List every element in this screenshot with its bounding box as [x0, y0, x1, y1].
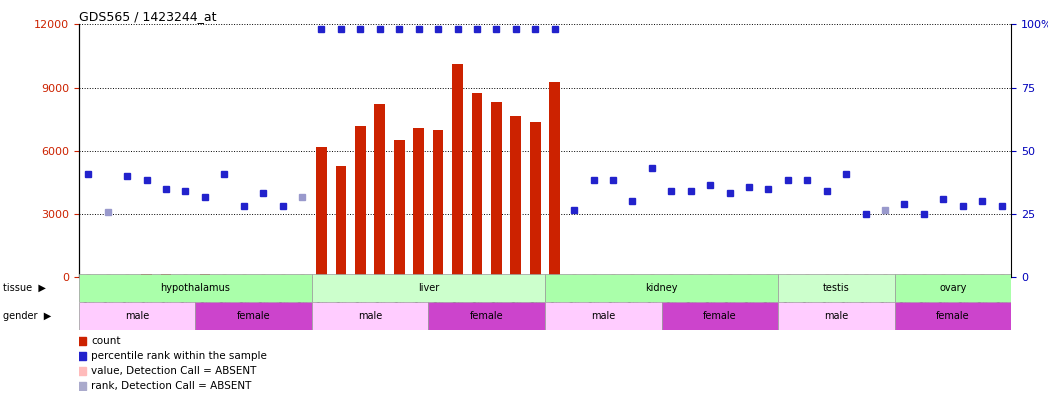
Text: hypothalamus: hypothalamus	[160, 283, 231, 293]
Bar	[549, 82, 560, 277]
Text: ovary: ovary	[939, 283, 966, 293]
Text: percentile rank within the sample: percentile rank within the sample	[91, 351, 267, 361]
Bar	[199, 274, 211, 277]
Bar	[413, 128, 424, 277]
Bar	[545, 302, 661, 330]
Text: count: count	[91, 336, 121, 346]
Text: tissue  ▶: tissue ▶	[3, 283, 46, 293]
Text: rank, Detection Call = ABSENT: rank, Detection Call = ABSENT	[91, 381, 252, 391]
Bar	[661, 302, 778, 330]
Bar	[433, 130, 443, 277]
Bar	[895, 302, 1011, 330]
Bar	[79, 274, 312, 302]
Bar	[429, 302, 545, 330]
Bar	[103, 275, 113, 277]
Bar	[778, 302, 895, 330]
Bar	[195, 302, 312, 330]
Text: value, Detection Call = ABSENT: value, Detection Call = ABSENT	[91, 366, 257, 376]
Bar	[545, 274, 778, 302]
Text: female: female	[936, 311, 969, 321]
Text: male: male	[358, 311, 383, 321]
Bar	[335, 166, 346, 277]
Text: male: male	[825, 311, 849, 321]
Bar	[510, 116, 521, 277]
Bar	[160, 274, 172, 277]
Bar	[895, 274, 1011, 302]
Text: female: female	[470, 311, 503, 321]
Text: kidney: kidney	[646, 283, 678, 293]
Text: male: male	[591, 311, 615, 321]
Bar	[141, 274, 152, 277]
Bar	[316, 147, 327, 277]
Text: gender  ▶: gender ▶	[3, 311, 51, 321]
Bar	[394, 140, 405, 277]
Text: testis: testis	[823, 283, 850, 293]
Bar	[492, 102, 502, 277]
Text: female: female	[237, 311, 270, 321]
Bar	[472, 93, 482, 277]
Text: GDS565 / 1423244_at: GDS565 / 1423244_at	[79, 10, 216, 23]
Bar	[530, 122, 541, 277]
Text: female: female	[703, 311, 737, 321]
Bar	[312, 302, 429, 330]
Text: liver: liver	[418, 283, 439, 293]
Text: male: male	[125, 311, 149, 321]
Bar	[374, 104, 385, 277]
Bar	[79, 302, 195, 330]
Bar	[312, 274, 545, 302]
Bar	[355, 126, 366, 277]
Bar	[452, 64, 463, 277]
Bar	[778, 274, 895, 302]
